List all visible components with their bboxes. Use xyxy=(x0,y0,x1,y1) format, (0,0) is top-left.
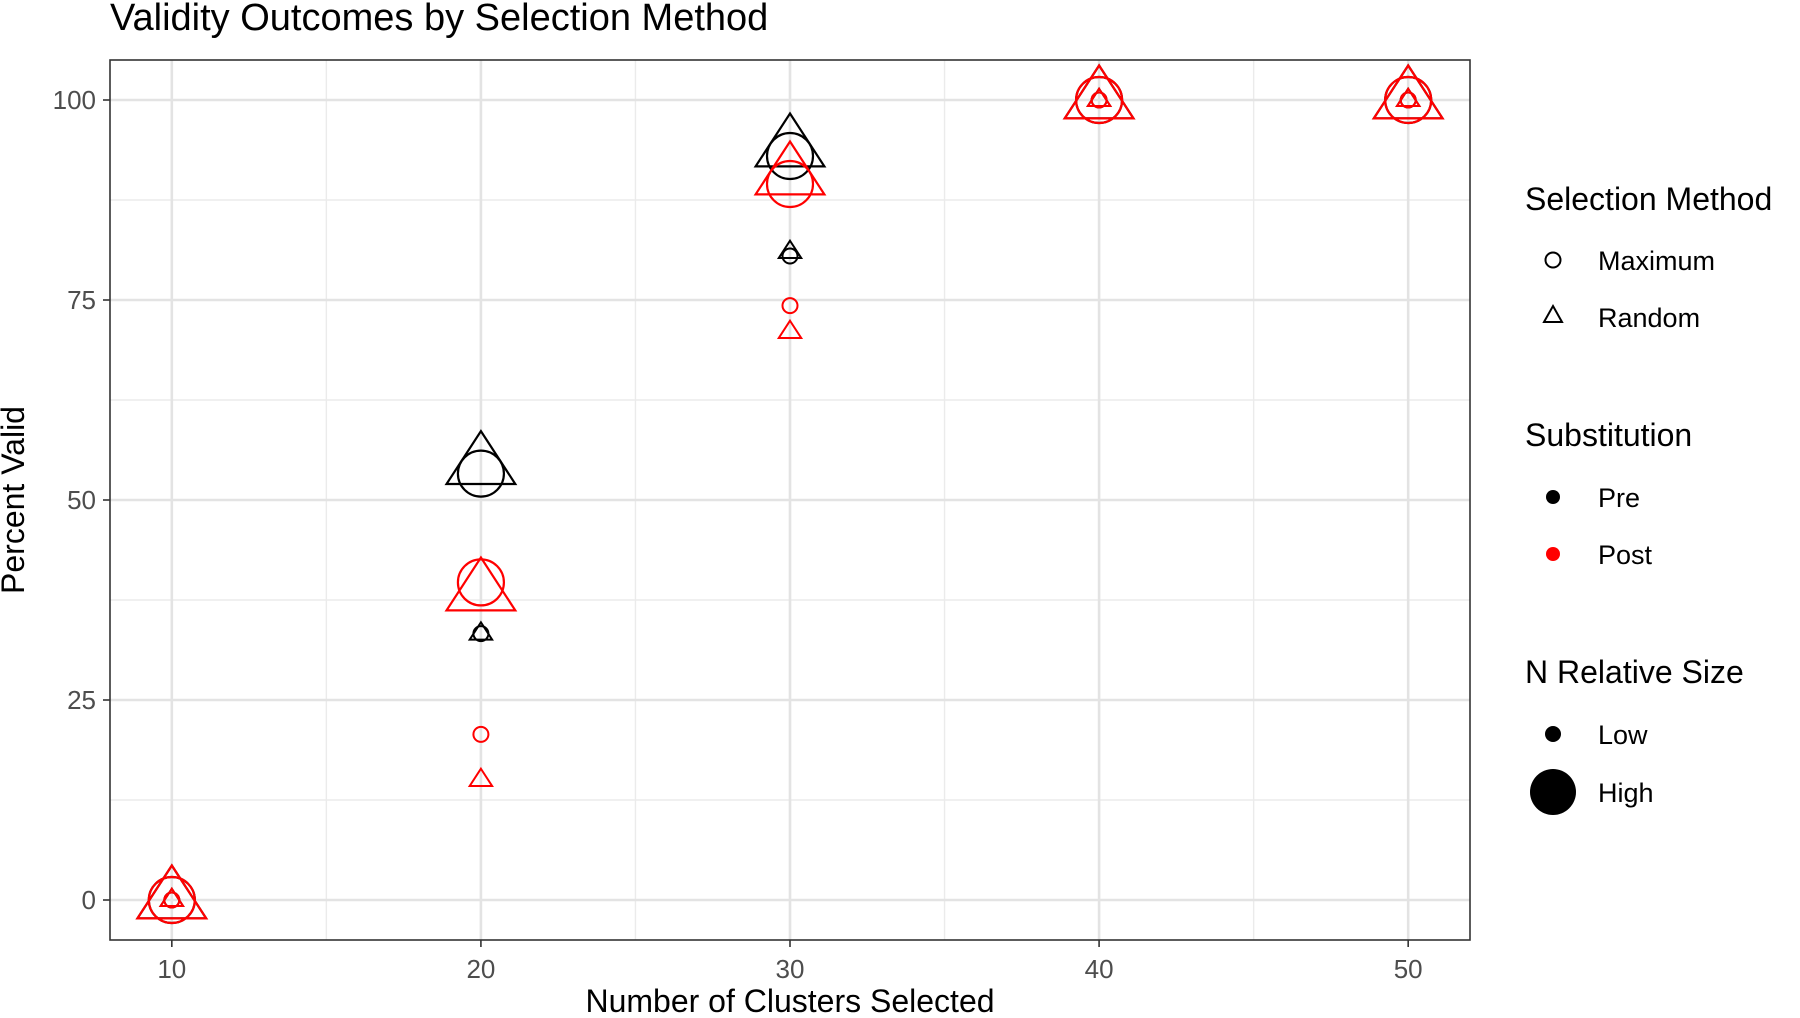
plot-panel xyxy=(109,59,1471,941)
data-point-random-post-low xyxy=(776,318,804,339)
y-tick-label: 50 xyxy=(67,485,96,515)
data-point-random-post-low xyxy=(1086,86,1113,107)
data-point-random-post-high xyxy=(444,555,518,612)
legend-substitution: Substitution Pre Post xyxy=(1525,417,1692,570)
legend-post-swatch xyxy=(1546,547,1560,561)
legend-high-size-swatch xyxy=(1530,769,1576,815)
legend-label-maximum: Maximum xyxy=(1598,246,1715,276)
data-point-maximum-pre-high xyxy=(765,131,815,181)
data-point-maximum-pre-high xyxy=(456,449,506,498)
data-point-random-pre-low xyxy=(467,620,494,641)
data-point-maximum-post-low xyxy=(781,297,799,315)
data-point-random-post-low xyxy=(1395,86,1422,107)
data-point-random-post-low xyxy=(158,886,185,907)
data-point-maximum-post-low xyxy=(472,725,490,743)
y-axis: 0 25 50 75 100 xyxy=(53,85,110,915)
y-tick-label: 25 xyxy=(67,685,96,715)
x-tick-label: 50 xyxy=(1394,954,1423,984)
data-point-random-post-high xyxy=(753,139,827,196)
x-tick-label: 10 xyxy=(157,954,186,984)
major-gridlines xyxy=(110,60,1470,940)
data-point-random-pre-high xyxy=(444,429,518,486)
legend-triangle-icon xyxy=(1542,303,1564,323)
x-axis-title: Number of Clusters Selected xyxy=(585,983,994,1018)
y-tick-label: 0 xyxy=(82,885,96,915)
legend-low-size-swatch xyxy=(1545,726,1561,742)
y-axis-title: Percent Valid xyxy=(0,406,31,594)
y-tick-label: 100 xyxy=(53,85,96,115)
legend-n-relative-size: N Relative Size Low High xyxy=(1525,654,1744,815)
data-point-random-pre-low xyxy=(776,238,804,259)
data-points xyxy=(135,63,1445,925)
legend-title-n-relative-size: N Relative Size xyxy=(1525,654,1744,690)
x-tick-label: 40 xyxy=(1085,954,1114,984)
legend-label-low: Low xyxy=(1598,720,1648,750)
legend-label-pre: Pre xyxy=(1598,483,1640,513)
x-tick-label: 20 xyxy=(466,954,495,984)
legend-label-high: High xyxy=(1598,778,1654,808)
data-point-random-post-high xyxy=(135,863,209,920)
y-tick-label: 75 xyxy=(67,285,96,315)
data-point-maximum-post-high xyxy=(765,159,815,209)
x-tick-label: 30 xyxy=(776,954,805,984)
data-point-random-post-high xyxy=(1371,63,1445,120)
legend-label-post: Post xyxy=(1598,540,1653,570)
data-point-random-post-high xyxy=(1062,63,1136,120)
legend-pre-swatch xyxy=(1546,490,1560,504)
legend-label-random: Random xyxy=(1598,303,1700,333)
legend: Selection Method Maximum Random Substitu… xyxy=(1525,181,1772,815)
data-point-random-post-low xyxy=(467,766,494,787)
legend-circle-icon xyxy=(1544,251,1562,269)
data-point-maximum-pre-low xyxy=(781,247,799,265)
legend-selection-method: Selection Method Maximum Random xyxy=(1525,181,1772,333)
x-axis: 10 20 30 40 50 xyxy=(157,940,1423,984)
legend-title-substitution: Substitution xyxy=(1525,417,1692,453)
chart-title: Validity Outcomes by Selection Method xyxy=(110,0,768,39)
legend-title-selection-method: Selection Method xyxy=(1525,181,1772,217)
data-point-random-pre-high xyxy=(753,111,827,168)
